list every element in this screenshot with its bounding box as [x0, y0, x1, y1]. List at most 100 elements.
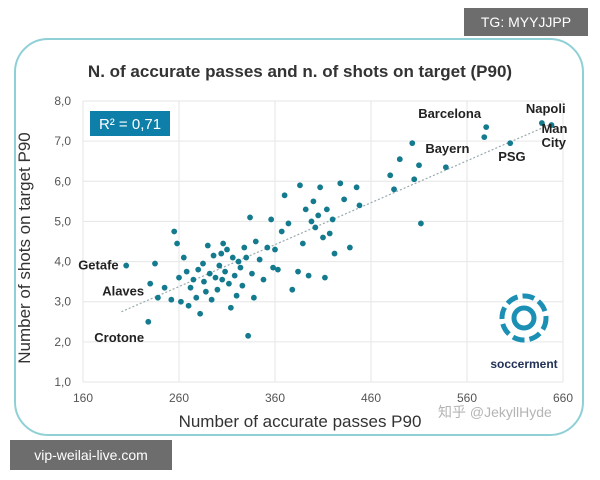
- y-tick-label: 8,0: [54, 94, 71, 108]
- team-label: PSG: [498, 149, 525, 164]
- x-tick-label: 360: [265, 391, 285, 405]
- data-point: [152, 260, 158, 267]
- data-point: [174, 240, 180, 247]
- x-tick-label: 660: [553, 391, 573, 405]
- team-label: Getafe: [78, 258, 118, 273]
- data-point: [239, 282, 246, 289]
- tick-labels: 1,0 2,0 3,0 4,0 5,0 6,0 7,0 8,0 160 260 360 460 560 6…: [54, 94, 573, 405]
- x-tick-label: 160: [73, 391, 93, 405]
- grid-lines: [82, 100, 564, 383]
- data-point: [229, 254, 236, 261]
- data-point: [353, 184, 360, 191]
- data-point: [302, 206, 309, 213]
- team-label: Barcelona: [418, 106, 482, 121]
- data-point: [548, 122, 555, 128]
- logo-text: soccerment: [490, 357, 557, 371]
- data-point: [391, 186, 397, 193]
- y-tick-label: 2,0: [54, 335, 71, 349]
- team-label: Bayern: [425, 141, 469, 156]
- data-point: [168, 296, 175, 303]
- data-point: [329, 216, 336, 223]
- team-label: Crotone: [94, 330, 144, 345]
- data-point: [147, 280, 154, 287]
- data-point: [210, 252, 217, 259]
- data-point: [299, 240, 306, 247]
- data-point: [214, 286, 221, 293]
- data-point: [289, 286, 296, 293]
- data-point: [418, 220, 424, 227]
- data-point: [187, 284, 194, 291]
- team-label: City: [541, 135, 566, 150]
- data-point: [507, 140, 514, 147]
- chart-card: [14, 38, 584, 436]
- x-tick-label: 560: [457, 391, 477, 405]
- data-point: [483, 124, 490, 130]
- tag-overlay-top: TG: MYYJJPP: [464, 8, 588, 36]
- data-point: [249, 270, 255, 277]
- team-label: Man: [541, 121, 567, 136]
- data-point: [243, 254, 250, 261]
- trendline: [121, 122, 554, 313]
- data-point: [312, 224, 319, 231]
- data-point: [341, 196, 348, 203]
- data-point: [193, 294, 200, 301]
- data-point: [237, 264, 244, 271]
- data-point: [226, 280, 232, 287]
- tag-overlay-bottom: vip-weilai-live.com: [10, 440, 172, 470]
- data-point: [278, 228, 285, 235]
- data-point: [241, 244, 248, 251]
- data-point: [323, 206, 330, 213]
- data-point: [481, 134, 488, 141]
- data-point: [145, 318, 152, 325]
- data-point: [190, 276, 197, 283]
- data-point: [317, 184, 324, 191]
- data-point: [154, 294, 161, 301]
- r2-badge: [90, 111, 170, 136]
- x-tick-label: 260: [169, 391, 189, 405]
- y-tick-label: 5,0: [54, 214, 71, 228]
- y-tick-label: 3,0: [54, 295, 71, 309]
- data-point: [331, 250, 338, 257]
- data-point: [538, 120, 545, 126]
- data-point: [442, 164, 449, 171]
- data-point: [411, 176, 418, 183]
- data-point: [264, 244, 271, 251]
- data-point: [346, 244, 353, 251]
- data-point: [396, 156, 403, 163]
- data-point: [171, 228, 178, 235]
- data-point: [231, 272, 238, 279]
- data-point: [310, 198, 317, 205]
- data-point: [260, 276, 267, 283]
- data-point: [409, 140, 416, 147]
- data-point: [252, 238, 259, 245]
- data-point: [322, 274, 328, 281]
- data-point: [216, 262, 223, 269]
- y-axis-title: Number of shots on target P90: [15, 132, 34, 364]
- team-label: Alaves: [102, 284, 144, 299]
- data-point: [233, 292, 240, 299]
- y-tick-label: 6,0: [54, 174, 71, 188]
- team-label: Napoli: [526, 101, 566, 116]
- data-point: [218, 250, 225, 257]
- data-point: [308, 218, 315, 225]
- y-tick-label: 4,0: [54, 255, 71, 269]
- data-point: [297, 182, 303, 189]
- data-point: [197, 310, 204, 317]
- data-point: [247, 214, 253, 221]
- data-point: [326, 230, 333, 237]
- data-point: [235, 258, 242, 265]
- data-point: [200, 260, 206, 267]
- data-point: [356, 202, 363, 209]
- data-point: [161, 284, 168, 291]
- data-point: [212, 274, 219, 281]
- data-point: [256, 256, 263, 263]
- r2-label: R² = 0,71: [99, 116, 161, 133]
- data-point: [245, 332, 252, 339]
- data-point: [387, 172, 394, 179]
- data-point: [176, 274, 182, 281]
- data-point: [337, 180, 344, 187]
- data-point: [270, 264, 276, 271]
- data-point: [123, 262, 130, 269]
- data-point: [208, 296, 215, 303]
